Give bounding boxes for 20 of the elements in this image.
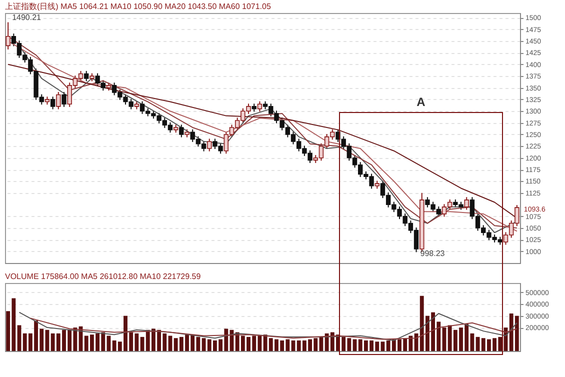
- line-series: [18, 312, 518, 341]
- candlestick: [6, 22, 10, 50]
- bar: [380, 342, 385, 351]
- bar: [17, 325, 22, 351]
- bar: [202, 338, 206, 351]
- candlestick: [56, 91, 61, 110]
- candlestick: [464, 196, 469, 210]
- annotation: 1490.21: [12, 13, 42, 22]
- chart-title: 上证指数(日线) MA5 1064.21 MA10 1050.90 MA20 1043.50 MA60 1071.05: [5, 2, 272, 11]
- candlestick: [257, 100, 262, 112]
- candlestick: [50, 96, 56, 110]
- candlestick: [179, 124, 184, 138]
- line-series: [30, 318, 518, 340]
- bar: [442, 328, 446, 351]
- annotation: 998.23: [420, 249, 446, 258]
- candlestick: [207, 138, 212, 152]
- candlestick: [62, 91, 66, 108]
- candlestick: [84, 70, 89, 82]
- annotation: A: [416, 95, 426, 109]
- chart-title: VOLUME 175864.00 MA5 261012.80 MA10 221729.59: [5, 272, 202, 281]
